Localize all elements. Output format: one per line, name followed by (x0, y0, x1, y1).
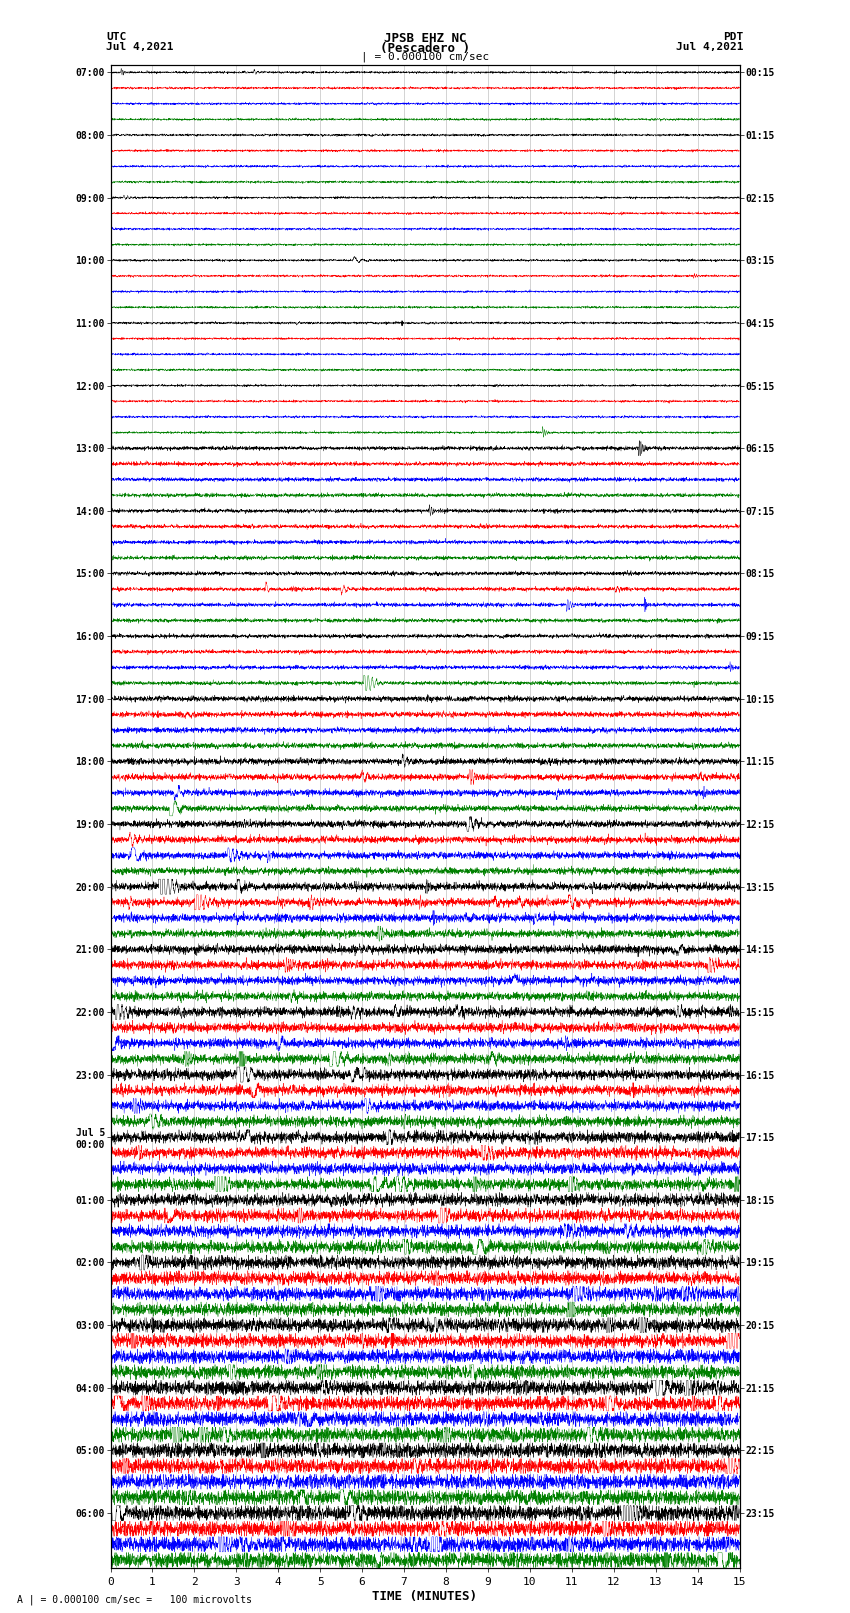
X-axis label: TIME (MINUTES): TIME (MINUTES) (372, 1590, 478, 1603)
Text: UTC: UTC (106, 32, 127, 42)
Text: Jul 4,2021: Jul 4,2021 (677, 42, 744, 52)
Text: Jul 4,2021: Jul 4,2021 (106, 42, 173, 52)
Text: PDT: PDT (723, 32, 744, 42)
Text: | = 0.000100 cm/sec: | = 0.000100 cm/sec (361, 52, 489, 63)
Text: (Pescadero ): (Pescadero ) (380, 42, 470, 55)
Text: A | = 0.000100 cm/sec =   100 microvolts: A | = 0.000100 cm/sec = 100 microvolts (17, 1594, 252, 1605)
Text: JPSB EHZ NC: JPSB EHZ NC (383, 32, 467, 45)
